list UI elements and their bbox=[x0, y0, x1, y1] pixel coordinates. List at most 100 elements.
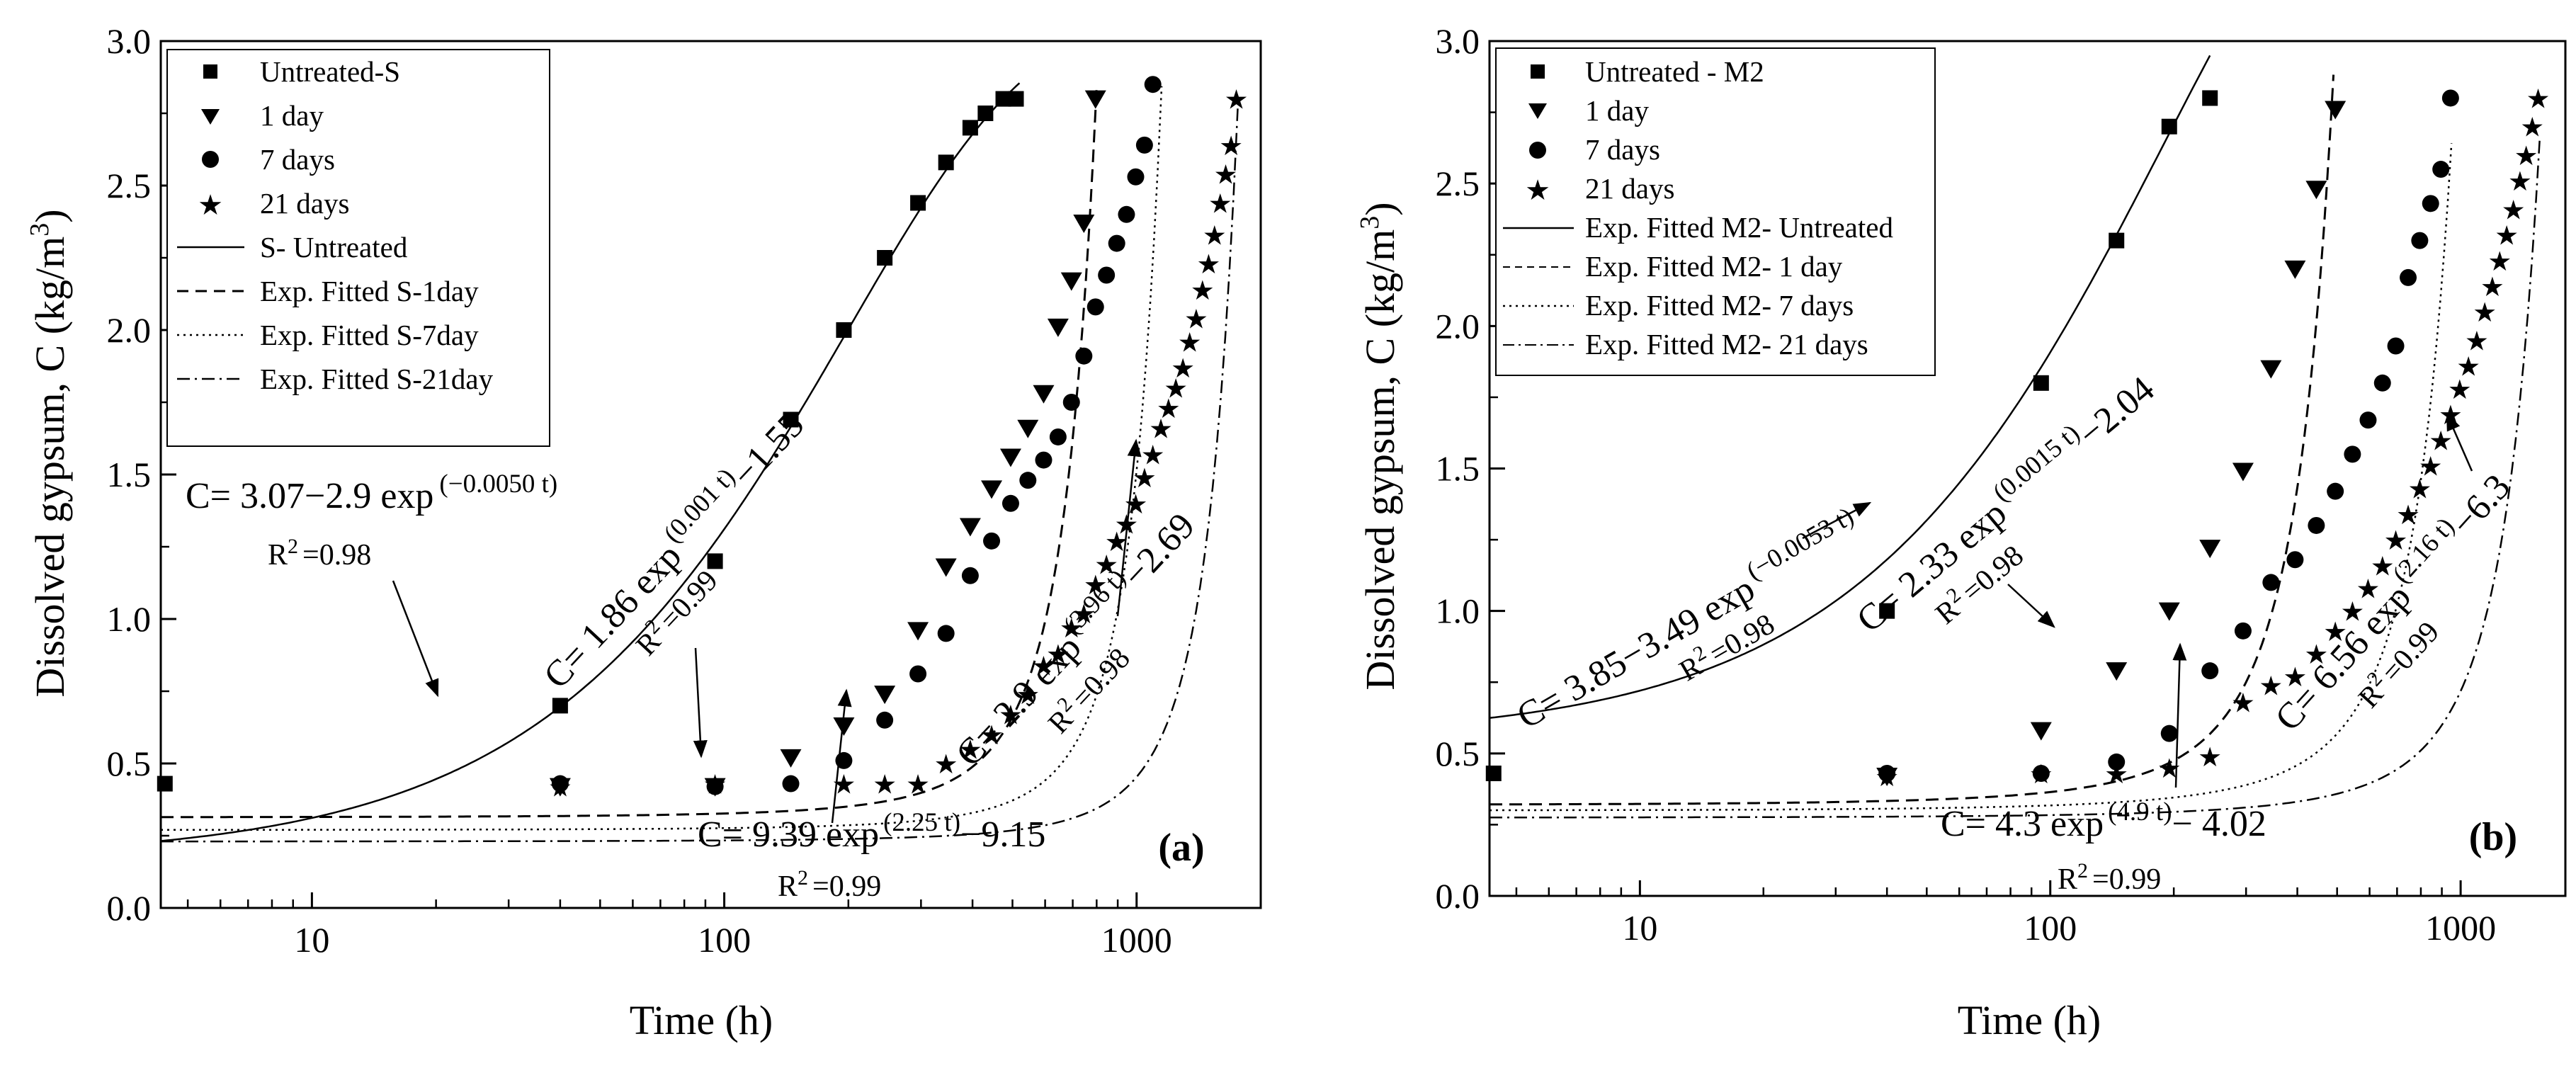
annotation-arrow bbox=[392, 580, 439, 698]
y-tick-label: 0.0 bbox=[1436, 876, 1480, 916]
legend-label: Exp. Fitted M2- 1 day bbox=[1585, 250, 1843, 283]
fit-curve-dashdot bbox=[1490, 136, 2541, 819]
data-point-circle bbox=[961, 567, 979, 584]
data-point-triangle bbox=[959, 518, 981, 537]
equation-label: C= 1.86 exp(0.001 t)−1.55 bbox=[532, 400, 812, 696]
data-point-square bbox=[910, 195, 926, 211]
data-point-circle bbox=[2344, 445, 2361, 463]
data-point-triangle bbox=[2030, 722, 2052, 741]
panel-a-points: ★★★★★★★★★★★★★★★★★★★★★★★★★★★★★★★★★★ bbox=[157, 76, 1249, 803]
data-point-star: ★ bbox=[2231, 688, 2255, 718]
fit-curve-dashed bbox=[1490, 74, 2335, 806]
equation-label: C= 3.85−3.49 exp(−0.0053 t) bbox=[1507, 502, 1868, 737]
data-point-circle bbox=[1144, 76, 1162, 93]
fit-curve-solid bbox=[160, 82, 1021, 842]
fit-curve-dashdot bbox=[161, 108, 1239, 843]
data-point-circle bbox=[2387, 337, 2405, 355]
annotation-b-1day: C= 2.33 exp(0.0015 t)−2.04 R2=0.98 bbox=[1849, 369, 2162, 640]
y-tick-label: 3.0 bbox=[107, 21, 152, 61]
data-point-star: ★ bbox=[1133, 464, 1157, 494]
annotation-arrow bbox=[2172, 642, 2187, 788]
data-point-triangle bbox=[2260, 360, 2282, 379]
data-point-circle bbox=[2286, 551, 2304, 569]
data-point-star: ★ bbox=[2448, 375, 2472, 405]
data-point-circle bbox=[1035, 451, 1052, 469]
data-point-triangle bbox=[780, 749, 802, 768]
annotation-a-7day: C= 9.39 exp (2.25 t)−9.15 R2 =0.99 bbox=[698, 688, 1045, 903]
y-tick-label: 1.0 bbox=[107, 599, 152, 639]
y-tick-label: 1.0 bbox=[1436, 591, 1480, 631]
legend-entry-exp-fitted-m2-1-day: Exp. Fitted M2- 1 day bbox=[1503, 250, 1843, 283]
data-point-star: ★ bbox=[873, 771, 897, 800]
fit-curve-dotted bbox=[161, 86, 1163, 831]
x-tick-label: 100 bbox=[2024, 908, 2077, 948]
x-tick-label: 100 bbox=[698, 920, 751, 960]
legend-entry-exp-fitted-m2-untreated: Exp. Fitted M2- Untreated bbox=[1503, 211, 1893, 244]
legend-entry-untreated-s: Untreated-S bbox=[203, 55, 400, 88]
data-point-circle bbox=[2234, 622, 2252, 640]
data-point-star: ★ bbox=[906, 771, 930, 800]
panel-a-fits bbox=[160, 82, 1239, 843]
y-tick-label: 2.0 bbox=[1436, 306, 1480, 346]
data-point-star: ★ bbox=[1203, 221, 1227, 251]
data-point-star: ★ bbox=[1016, 681, 1040, 710]
data-point-triangle bbox=[2284, 260, 2306, 279]
data-point-star: ★ bbox=[2439, 401, 2463, 431]
data-point-star: ★ bbox=[2323, 618, 2347, 647]
data-point-star: ★ bbox=[2384, 526, 2408, 556]
equation-label: C= 6.56 exp(2.16 t)−6.3 bbox=[2263, 462, 2518, 739]
data-point-square bbox=[2033, 375, 2049, 391]
legend-entry-untreated-m2: Untreated - M2 bbox=[1531, 55, 1764, 88]
data-point-triangle bbox=[2305, 181, 2327, 200]
legend-label: Exp. Fitted M2- Untreated bbox=[1585, 211, 1893, 244]
data-point-triangle bbox=[1017, 419, 1039, 438]
data-point-square bbox=[157, 776, 173, 792]
equation-label: C= 3.07−2.9 exp (−0.0050 t) bbox=[186, 470, 557, 516]
legend-label: Exp. Fitted M2- 21 days bbox=[1585, 328, 1868, 360]
data-point-triangle bbox=[2232, 462, 2254, 482]
legend-label: Exp. Fitted M2- 7 days bbox=[1585, 289, 1854, 322]
fit-curve-dashed bbox=[161, 88, 1098, 819]
legend-label: Untreated - M2 bbox=[1585, 55, 1764, 88]
y-tick-label: 2.5 bbox=[1436, 164, 1480, 203]
data-point-square bbox=[836, 322, 852, 338]
r-squared-label: R2=0.99 bbox=[778, 866, 881, 903]
legend-label: 1 day bbox=[260, 99, 324, 132]
legend-label: 21 days bbox=[260, 187, 349, 220]
annotation-arrow-b-1day bbox=[2007, 584, 2055, 628]
data-point-star: ★ bbox=[2487, 247, 2512, 277]
panel-b-ticks: 0.0 0.5 1.0 1.5 2.0 2.5 3.0 10 100 1000 bbox=[1436, 21, 2497, 948]
data-point-star: ★ bbox=[1184, 305, 1208, 335]
r-squared-label: R2=0.99 bbox=[2058, 859, 2161, 896]
data-point-star: ★ bbox=[2520, 113, 2544, 143]
data-point-star: ★ bbox=[2502, 195, 2526, 225]
data-point-circle bbox=[1002, 494, 1019, 512]
data-point-circle bbox=[706, 778, 724, 795]
x-axis-title-b: Time (h) bbox=[1958, 997, 2101, 1043]
x-tick-label: 1000 bbox=[2425, 908, 2496, 948]
data-point-circle bbox=[551, 775, 569, 793]
data-point-star: ★ bbox=[1084, 571, 1108, 601]
x-tick-label: 10 bbox=[294, 920, 329, 960]
x-tick-label: 1000 bbox=[1101, 920, 1172, 960]
data-point-circle bbox=[1135, 136, 1153, 154]
data-point-circle bbox=[2308, 516, 2325, 534]
data-point-star: ★ bbox=[2340, 598, 2364, 627]
data-point-circle bbox=[1118, 205, 1135, 223]
data-point-circle bbox=[1019, 472, 1037, 489]
data-point-circle bbox=[2262, 574, 2280, 591]
data-point-square bbox=[1008, 91, 1024, 107]
data-point-circle bbox=[2108, 753, 2126, 771]
data-point-star: ★ bbox=[1171, 354, 1195, 384]
fit-curve-dotted bbox=[1490, 143, 2453, 812]
fit-curve-solid bbox=[1489, 55, 2211, 720]
annotation-b-7day: C= 4.3 exp (4.9 t)− 4.02 R2 =0.99 bbox=[1941, 642, 2266, 896]
data-point-circle bbox=[2160, 725, 2178, 742]
equation-label: C= 9.39 exp (2.25 t)−9.15 bbox=[698, 808, 1045, 855]
data-point-star: ★ bbox=[548, 773, 572, 803]
data-point-star: ★ bbox=[1191, 276, 1215, 306]
y-tick-label: 1.5 bbox=[107, 455, 152, 494]
data-point-star: ★ bbox=[1219, 132, 1243, 161]
data-point-star: ★ bbox=[2371, 552, 2395, 581]
plot-frame-a bbox=[159, 40, 1262, 909]
